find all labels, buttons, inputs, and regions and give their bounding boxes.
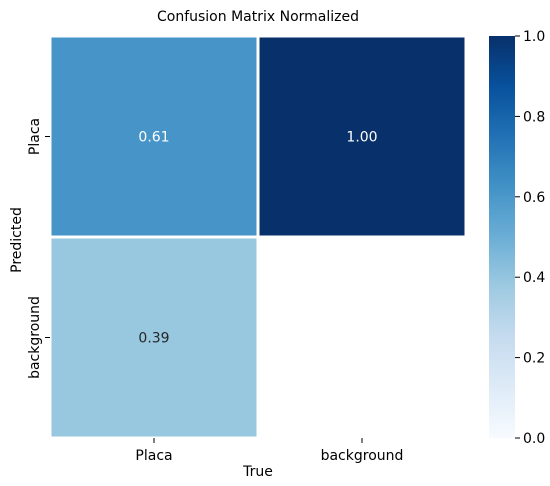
x-axis: Placa background — [135, 438, 403, 464]
y-tick-label: background — [27, 296, 43, 379]
heatmap-cell-labels: 0.61 1.00 0.39 — [138, 130, 377, 347]
y-tick-label: Placa — [27, 118, 43, 155]
colorbar-tick-label: 0.6 — [523, 190, 545, 206]
colorbar-tick-label: 1.0 — [523, 29, 545, 45]
cell-value-label: 0.39 — [138, 331, 169, 347]
y-axis-label: Predicted — [9, 207, 25, 273]
colorbar-ticks: 0.0 0.2 0.4 0.6 0.8 1.0 — [515, 29, 545, 447]
chart-title: Confusion Matrix Normalized — [157, 9, 359, 25]
colorbar-tick-label: 0.0 — [523, 431, 545, 447]
heatmap-cell-0-0 — [48, 34, 260, 239]
colorbar-tick-label: 0.2 — [523, 351, 545, 367]
colorbar-gradient — [489, 36, 515, 438]
x-tick-label: background — [321, 448, 404, 464]
heatmap-cell-0-1 — [256, 34, 468, 239]
x-tick-label: Placa — [135, 448, 172, 464]
x-axis-label: True — [242, 464, 273, 480]
cell-value-label: 1.00 — [346, 130, 377, 146]
colorbar-tick-label: 0.8 — [523, 109, 545, 125]
heatmap-cell-1-0 — [48, 235, 260, 440]
cell-value-label: 0.61 — [138, 130, 169, 146]
y-axis: Placa background — [27, 118, 50, 379]
colorbar: 0.0 0.2 0.4 0.6 0.8 1.0 — [489, 29, 545, 447]
colorbar-tick-label: 0.4 — [523, 270, 545, 286]
heatmap-cells — [48, 34, 468, 440]
